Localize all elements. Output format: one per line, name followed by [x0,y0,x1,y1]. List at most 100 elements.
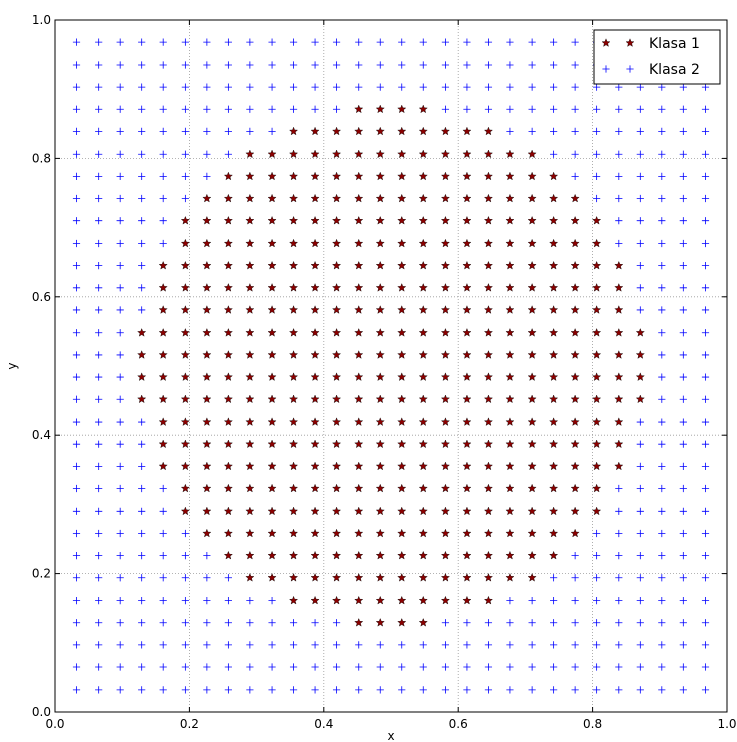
klasa-1-point [614,350,624,359]
klasa-1-point [440,328,450,337]
klasa-1-point [375,394,385,404]
klasa-1-point [397,283,407,292]
klasa-2-point [159,217,167,225]
klasa-1-point [614,417,624,426]
klasa-1-point [158,439,168,449]
klasa-2-point [615,194,623,203]
klasa-1-point [332,238,342,248]
klasa-1-point [592,506,602,516]
klasa-2-point [95,373,103,381]
klasa-1-point [180,260,190,270]
klasa-1-point [354,104,364,114]
klasa-2-point [72,83,81,91]
klasa-2-point [116,284,124,292]
klasa-2-point [701,105,710,113]
klasa-2-point [636,239,644,248]
klasa-2-point [224,105,232,113]
klasa-1-point [505,350,515,359]
klasa-2-point [593,596,601,605]
klasa-1-point [202,483,212,493]
klasa-1-point [418,439,428,449]
klasa-2-point [138,284,146,292]
klasa-2-point [636,529,644,538]
klasa-2-point [658,284,666,292]
klasa-1-point [505,372,515,381]
klasa-1-point [267,305,277,314]
klasa-1-point [354,171,364,181]
klasa-2-point [95,262,103,270]
klasa-2-point [658,127,666,136]
klasa-2-point [311,641,319,649]
klasa-2-point [268,38,276,46]
klasa-2-point [246,127,254,136]
klasa-1-point [505,461,515,471]
klasa-2-point [159,38,167,46]
klasa-2-point [95,284,103,292]
klasa-1-point [418,104,428,114]
x-tick-label: 0.2 [180,717,199,731]
klasa-2-point [528,619,536,627]
klasa-1-point [245,439,255,449]
klasa-1-point [483,328,493,337]
klasa-2-point [332,83,341,91]
klasa-2-point [95,462,103,470]
klasa-2-point [355,38,363,46]
klasa-2-point [138,529,146,538]
klasa-2-point [571,38,579,46]
klasa-1-point [289,260,299,270]
klasa-2-point [506,663,514,671]
klasa-1-point [462,439,472,449]
klasa-1-point [332,193,342,203]
klasa-1-point [483,394,493,404]
klasa-1-point [592,260,602,270]
klasa-1-point [180,506,190,516]
klasa-2-point [159,529,167,538]
klasa-2-point [463,686,471,694]
klasa-2-point [203,150,211,158]
klasa-1-point [505,528,515,538]
klasa-2-point [701,306,710,314]
klasa-1-point [418,394,428,404]
legend-box [593,29,721,85]
klasa-2-point [311,663,319,671]
klasa-1-point [310,350,320,359]
klasa-1-point [483,572,493,582]
klasa-2-point [701,351,710,359]
klasa-2-point [658,239,666,248]
klasa-1-point [310,483,320,493]
klasa-1-point [354,372,364,381]
klasa-2-point [571,61,579,69]
klasa-2-point [701,284,710,292]
klasa-1-point [440,283,450,292]
klasa-2-point [679,217,687,225]
klasa-2-point [615,217,623,225]
klasa-1-point [289,328,299,337]
klasa-2-point [593,105,601,113]
grid-lines [55,20,727,712]
klasa-2-point [658,663,666,671]
klasa-2-point [159,239,167,248]
klasa-2-point [246,105,254,113]
klasa-2-point [571,663,579,671]
klasa-1-point [375,372,385,381]
klasa-1-point [375,483,385,493]
klasa-1-point [332,215,342,225]
klasa-2-point [203,105,211,113]
klasa-2-point [376,83,384,91]
klasa-1-point [549,328,559,337]
klasa-2-point [398,663,406,671]
klasa-2-point [679,484,687,493]
klasa-1-point [180,439,190,449]
klasa-1-point [505,417,515,426]
klasa-2-point [658,529,666,538]
klasa-1-point [527,506,537,516]
klasa-2-point [203,552,211,560]
klasa-1-point [570,328,580,337]
klasa-2-point [571,105,579,113]
klasa-2-point [72,284,81,292]
klasa-2-point [72,38,81,46]
klasa-1-point [180,305,190,314]
klasa-1-point [570,238,580,248]
klasa-1-point [310,572,320,582]
klasa-1-point [483,238,493,248]
